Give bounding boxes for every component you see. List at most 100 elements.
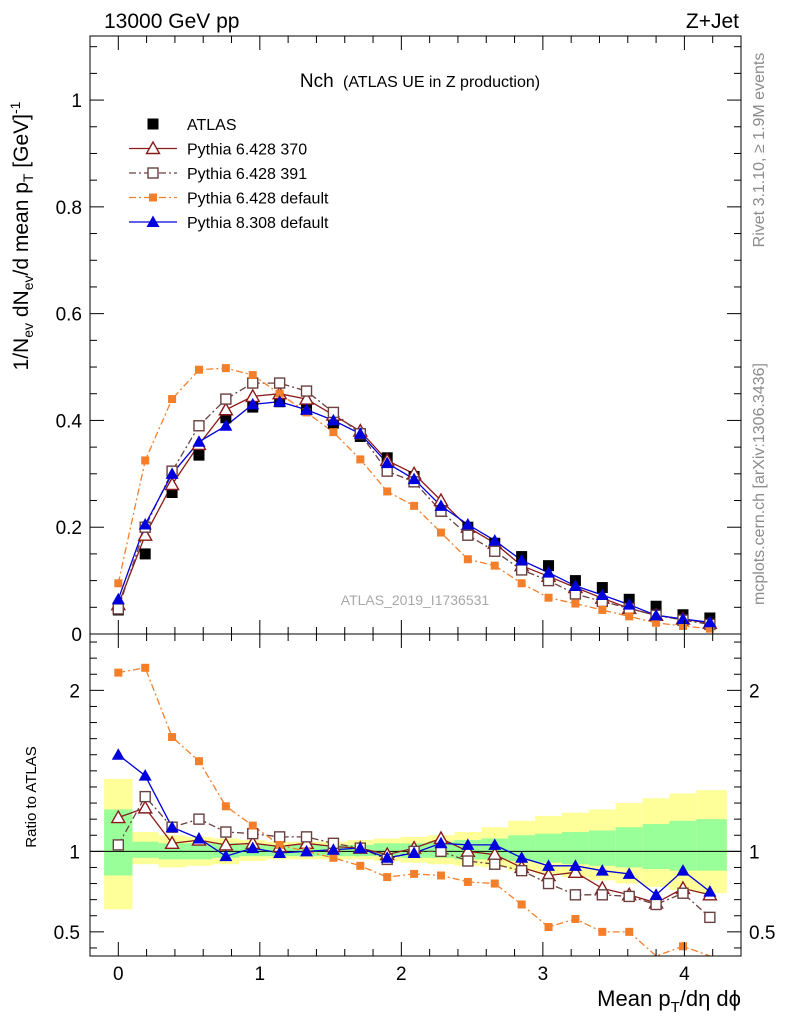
main-point-series-4-22 bbox=[703, 615, 717, 628]
ratio-point-series-1-18 bbox=[596, 889, 609, 901]
legend-marker-2 bbox=[147, 167, 159, 179]
main-point-series-3-16 bbox=[544, 593, 553, 602]
main-point-series-3-4 bbox=[221, 364, 230, 373]
ratio-point-series-2-11 bbox=[410, 869, 419, 878]
y-label-m3: [GeV] bbox=[10, 114, 33, 174]
ratio-point-series-2-13 bbox=[463, 877, 472, 886]
main-point-series-2-3 bbox=[193, 420, 205, 432]
main-point-series-3-8 bbox=[329, 428, 338, 437]
ratio-point-series-1-21 bbox=[677, 887, 689, 899]
y-axis-label-main: 1/Nev dNev/d mean pT [GeV]-1 bbox=[7, 101, 36, 370]
legend-marker-3 bbox=[149, 193, 157, 202]
ratio-point-series-3-6 bbox=[273, 846, 287, 858]
ratio-point-series-2-3 bbox=[194, 757, 203, 766]
ratio-point-series-2-4 bbox=[221, 802, 230, 811]
ratio-y-tick-label-right-0: 0.5 bbox=[749, 923, 775, 944]
main-point-series-4-16 bbox=[542, 566, 556, 578]
main-series-markers bbox=[110, 364, 718, 633]
ratio-point-series-3-9 bbox=[353, 841, 367, 854]
ratio-point-series-3-20 bbox=[649, 888, 663, 900]
ratio-point-series-3-2 bbox=[165, 820, 179, 833]
x-tick-label-3: 3 bbox=[538, 964, 549, 985]
main-point-series-3-17 bbox=[571, 599, 580, 608]
x-tick-label-2: 2 bbox=[396, 964, 407, 985]
main-point-series-3-12 bbox=[436, 528, 445, 537]
ratio-point-series-3-19 bbox=[622, 867, 636, 879]
ratio-point-series-2-8 bbox=[329, 853, 338, 862]
ratio-point-series-3-1 bbox=[138, 769, 152, 781]
main-point-series-4-2 bbox=[165, 467, 179, 479]
green-band-bin-16 bbox=[535, 833, 562, 863]
mcplots-label: mcplots.cern.ch [arXiv:1306.3436] bbox=[751, 363, 768, 605]
ratio-point-series-2-5 bbox=[248, 821, 257, 830]
main-point-series-3-5 bbox=[248, 371, 257, 380]
main-point-series-4-17 bbox=[568, 579, 582, 591]
y-label-p2: ev bbox=[20, 275, 36, 290]
ratio-point-series-3-5 bbox=[246, 841, 260, 854]
main-point-series-4-1 bbox=[138, 518, 152, 530]
legend-label-3: Pythia 6.428 default bbox=[187, 191, 329, 208]
main-y-tick-label-5: 1 bbox=[71, 91, 82, 112]
ratio-point-series-3-0 bbox=[111, 748, 125, 760]
ratio-point-series-1-6 bbox=[273, 831, 286, 843]
legend-label-4: Pythia 8.308 default bbox=[187, 215, 329, 232]
main-y-tick-label-1: 0.2 bbox=[56, 518, 82, 539]
ratio-point-series-2-0 bbox=[114, 668, 123, 677]
main-point-series-3-0 bbox=[114, 579, 123, 588]
x-tick-label-1: 1 bbox=[255, 964, 266, 985]
ratio-point-series-3-4 bbox=[219, 849, 233, 862]
main-point-series-4-3 bbox=[192, 435, 206, 447]
ratio-point-series-3-12 bbox=[434, 836, 448, 849]
ratio-point-series-3-8 bbox=[326, 843, 340, 855]
main-point-series-1-4 bbox=[218, 401, 234, 416]
main-point-series-3-15 bbox=[517, 579, 526, 588]
main-point-series-4-12 bbox=[434, 499, 448, 511]
ratio-point-series-1-15 bbox=[515, 864, 528, 877]
plot-title: Nch (ATLAS UE in Z production) bbox=[300, 71, 540, 92]
main-point-series-1-1 bbox=[137, 527, 153, 541]
main-point-series-4-20 bbox=[649, 608, 663, 621]
main-point-series-3-6 bbox=[275, 389, 284, 398]
legend: ATLAS Pythia 6.428 370 Pythia 6.428 391 Pyt… bbox=[129, 117, 329, 232]
ratio-frame bbox=[89, 633, 742, 957]
x-label-suffix: /dη dϕ bbox=[680, 986, 741, 1011]
ratio-point-series-2-18 bbox=[598, 927, 607, 936]
main-point-series-0-4 bbox=[220, 412, 232, 424]
main-point-series-3-10 bbox=[383, 487, 392, 496]
x-tick-label-4: 4 bbox=[679, 964, 690, 985]
main-point-series-2-14 bbox=[489, 545, 501, 557]
main-point-series-4-19 bbox=[622, 598, 636, 610]
ratio-y-tick-labels: 0.5 0.5 1 1 2 2 bbox=[54, 681, 776, 944]
ratio-point-series-2-19 bbox=[625, 927, 634, 936]
main-point-series-4-10 bbox=[380, 456, 394, 469]
y-label-sup: -1 bbox=[7, 101, 23, 114]
ratio-point-series-3-7 bbox=[300, 844, 314, 857]
main-point-series-4-11 bbox=[407, 472, 421, 485]
legend-marker-4 bbox=[146, 215, 160, 227]
ratio-point-series-1-22 bbox=[704, 911, 716, 924]
ratio-point-series-2-6 bbox=[275, 840, 284, 849]
main-point-series-4-0 bbox=[111, 592, 125, 605]
ratio-point-series-0-2 bbox=[164, 835, 180, 849]
main-point-series-3-3 bbox=[194, 365, 203, 374]
main-point-series-0-2 bbox=[166, 487, 178, 499]
ratio-point-series-2-2 bbox=[168, 733, 177, 742]
ratio-point-series-3-14 bbox=[488, 838, 502, 850]
ratio-y-tick-label-right-1: 1 bbox=[749, 842, 760, 863]
rivet-label: Rivet 3.1.10, ≥ 1.9M events bbox=[751, 53, 768, 248]
main-point-series-2-15 bbox=[515, 564, 528, 576]
legend-marker-1 bbox=[145, 140, 161, 155]
main-axis-ticks bbox=[89, 36, 742, 635]
y-label-p1: ev bbox=[20, 323, 36, 338]
header-right: Z+Jet bbox=[686, 10, 739, 33]
main-y-tick-labels: 0 0.2 0.4 0.6 0.8 1 bbox=[56, 91, 83, 646]
ratio-point-series-2-1 bbox=[141, 663, 150, 672]
y-label-prefix: 1/N bbox=[10, 338, 33, 371]
ratio-point-series-2-9 bbox=[356, 861, 365, 870]
plot-title-main: Nch bbox=[300, 71, 334, 92]
ratio-point-series-1-4 bbox=[220, 826, 232, 838]
ratio-point-series-0-17 bbox=[567, 864, 584, 878]
main-point-series-4-14 bbox=[488, 534, 502, 546]
ratio-axis-ticks bbox=[89, 634, 742, 956]
legend-label-0: ATLAS bbox=[187, 117, 237, 134]
